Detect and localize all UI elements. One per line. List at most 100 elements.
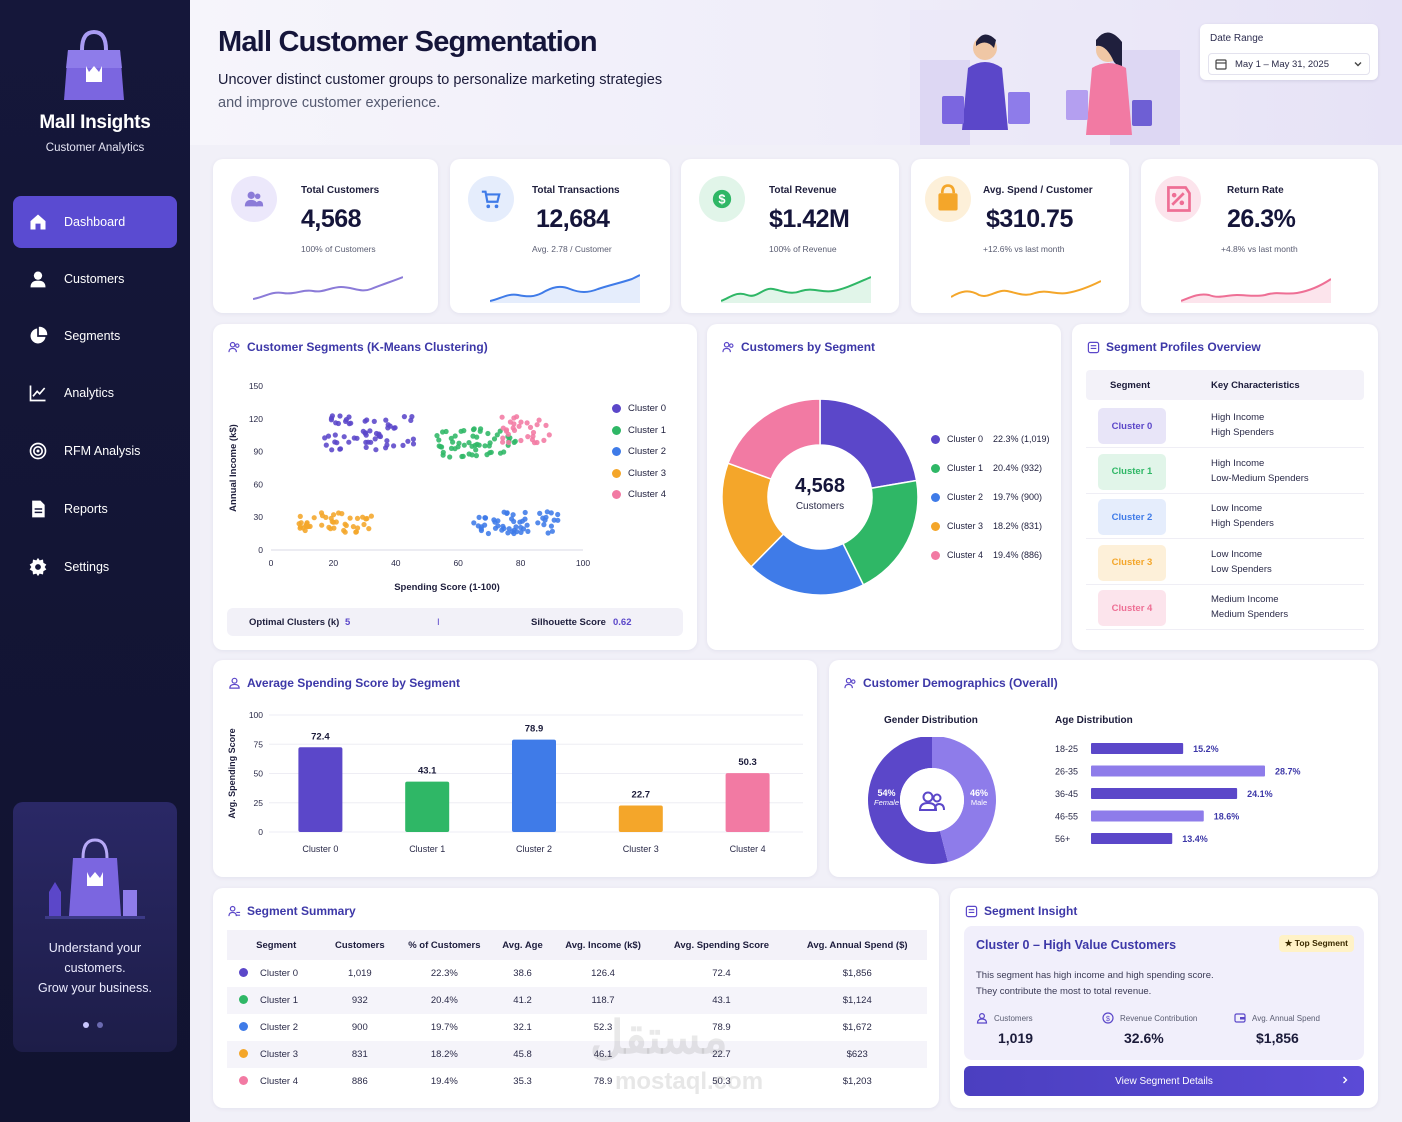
table-cell: 932 — [325, 987, 395, 1014]
bar — [512, 739, 556, 832]
sidebar-item-analytics[interactable]: Analytics — [13, 367, 177, 419]
kpi-note: +4.8% vs last month — [1221, 244, 1298, 254]
table-cell: $1,203 — [842, 1076, 872, 1087]
scatter-point — [541, 437, 547, 443]
scatter-point — [440, 449, 446, 455]
donut-hole — [768, 445, 872, 549]
sidebar-item-customers[interactable]: Customers — [13, 253, 177, 305]
scatter-point — [461, 442, 467, 448]
profile-row: Cluster 3 Low Income Low Spenders — [1086, 541, 1364, 585]
scatter-point — [363, 432, 369, 438]
scatter-point — [548, 523, 554, 529]
donut-center-value: 4,568 — [794, 475, 846, 497]
bar-value-label: 72.4 — [311, 731, 330, 742]
sidebar-item-rfm-analysis[interactable]: RFM Analysis — [13, 425, 177, 477]
sidebar-item-dashboard[interactable]: Dashboard — [13, 196, 177, 248]
wallet-icon — [1234, 1013, 1246, 1023]
bar-value-label: 22.7 — [632, 789, 651, 800]
scatter-point — [329, 413, 335, 419]
gear-icon — [29, 557, 47, 577]
bar-value-label: 50.3 — [738, 757, 757, 768]
scatter-point — [343, 418, 349, 424]
sidebar-item-settings[interactable]: Settings — [13, 541, 177, 593]
scatter-point — [408, 417, 414, 423]
watermark-arabic: مستقل — [590, 1011, 728, 1063]
silhouette-label: Silhouette Score — [531, 617, 606, 628]
scatter-point — [494, 432, 500, 438]
legend-label: Cluster 2 — [628, 446, 667, 458]
kpi-card-avg-spend: Avg. Spend / Customer $310.75 +12.6% vs … — [911, 159, 1129, 313]
scatter-point — [350, 524, 356, 530]
legend-swatch — [931, 550, 940, 560]
cluster-dot — [239, 1022, 248, 1031]
kpi-label: Total Revenue — [769, 185, 837, 196]
date-range-picker[interactable]: Date Range May 1 – May 31, 2025 — [1200, 24, 1378, 80]
age-bar-value: 28.7% — [1275, 767, 1301, 777]
female-label: 54% Female — [874, 788, 899, 807]
gender-title: Gender Distribution — [884, 715, 978, 726]
legend-value: 19.4% (886) — [993, 550, 1043, 560]
legend-swatch — [612, 468, 621, 478]
donut-center: 4,568 Customers — [767, 475, 873, 512]
table-cell: Cluster 0 — [227, 960, 325, 987]
scatter-point — [505, 431, 511, 437]
sidebar-item-segments[interactable]: Segments — [13, 310, 177, 362]
table-row[interactable]: Cluster 2 900 19.7% 32.1 52.3 78.9 $1,672 — [227, 1014, 927, 1041]
cluster-name: Cluster 1 — [260, 995, 299, 1006]
table-row[interactable]: Cluster 3 831 18.2% 45.8 46.1 22.7 $623 — [227, 1041, 927, 1068]
scatter-point — [527, 424, 534, 430]
table-row[interactable]: Cluster 0 1,019 22.3% 38.6 126.4 72.4 $1,856 — [227, 960, 927, 987]
kpi-card-return-rate: Return Rate 26.3% +4.8% vs last month — [1141, 159, 1378, 313]
stat-value: $1,856 — [1256, 1030, 1299, 1046]
sidebar-item-label: Analytics — [64, 386, 115, 400]
characteristic-line: High Income — [1211, 457, 1265, 469]
date-range-field[interactable]: May 1 – May 31, 2025 — [1208, 53, 1370, 75]
legend-label: Cluster 0 — [947, 434, 984, 444]
scatter-point — [492, 519, 498, 525]
customers-by-segment-panel: Customers by Segment 4,568 Customers Clu… — [707, 324, 1061, 650]
scatter-point — [304, 521, 310, 527]
kpi-icon-wrap — [468, 176, 514, 222]
scatter-point — [405, 438, 411, 444]
table-cell: Cluster 2 — [227, 1014, 325, 1041]
sidebar-item-label: Reports — [64, 502, 108, 516]
carousel-dots[interactable] — [83, 1022, 103, 1028]
x-tick-label: 0 — [269, 558, 274, 568]
x-tick-label: Cluster 4 — [730, 844, 766, 854]
scatter-point — [488, 449, 494, 455]
scatter-point — [436, 437, 442, 443]
profile-row: Cluster 4 Medium Income Medium Spenders — [1086, 586, 1364, 631]
kpi-value: 26.3% — [1227, 205, 1296, 233]
column-header: Avg. Spending Score — [655, 930, 788, 960]
demographics-panel: Customer Demographics (Overall) Gender D… — [829, 660, 1378, 877]
scatter-point — [323, 514, 329, 520]
y-axis-title: Avg. Spending Score — [227, 728, 237, 818]
list-icon — [965, 905, 978, 917]
table-row[interactable]: Cluster 1 932 20.4% 41.2 118.7 43.1 $1,124 — [227, 987, 927, 1014]
column-header: Customers — [325, 930, 395, 960]
segment-summary-table: Segment Customers% of Customers Avg. Age Av… — [227, 930, 927, 1095]
table-cell: 1,019 — [347, 968, 372, 979]
gender-slice — [932, 737, 996, 862]
page-title: Mall Customer Segmentation — [218, 26, 598, 58]
scatter-point — [548, 510, 554, 516]
table-row[interactable]: Cluster 4 886 19.4% 35.3 78.9 50.3 $1,203 — [227, 1068, 927, 1095]
kpi-note: +12.6% vs last month — [983, 244, 1065, 254]
table-cell: 886 — [351, 1076, 368, 1087]
cart-icon — [481, 190, 501, 209]
insight-line: They contribute the most to total revenu… — [976, 985, 1152, 997]
kpi-card-total-customers: Total Customers 4,568 100% of Customers — [213, 159, 438, 313]
scatter-point — [363, 444, 369, 450]
scatter-point — [529, 437, 535, 443]
scatter-point — [543, 422, 549, 428]
profile-row: Cluster 2 Low Income High Spenders — [1086, 495, 1364, 540]
age-distribution-bar-chart: 18-25 15.2% 26-35 28.7% 36-45 24.1% 46-55 18.6%… — [1055, 743, 1301, 844]
scatter-point — [319, 522, 325, 528]
kpi-icon-wrap — [1155, 176, 1201, 222]
kpi-icon-wrap — [925, 176, 971, 222]
kpi-sparkline — [490, 274, 640, 303]
legend-value: 19.7% (900) — [993, 492, 1043, 502]
sidebar-item-reports[interactable]: Reports — [13, 483, 177, 535]
y-tick-label: 25 — [254, 798, 264, 808]
view-segment-details-button[interactable]: View Segment Details — [964, 1066, 1364, 1096]
